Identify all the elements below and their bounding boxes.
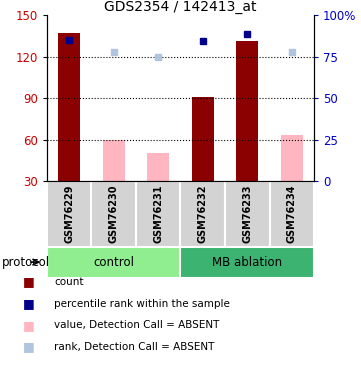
Bar [47,247,180,278]
Bar [147,153,169,181]
Text: GSM76231: GSM76231 [153,185,163,243]
Text: ■: ■ [23,297,35,310]
Bar [270,181,314,247]
Text: ■: ■ [23,340,35,354]
Text: value, Detection Call = ABSENT: value, Detection Call = ABSENT [54,320,219,330]
Text: GSM76233: GSM76233 [242,185,252,243]
Title: GDS2354 / 142413_at: GDS2354 / 142413_at [104,0,257,14]
Bar [47,181,91,247]
Bar [180,247,314,278]
Text: GSM76229: GSM76229 [64,185,74,243]
Text: MB ablation: MB ablation [212,256,282,268]
Text: count: count [54,277,84,287]
Bar [180,181,225,247]
Bar [280,135,303,181]
Bar [236,41,258,181]
Text: GSM76232: GSM76232 [198,185,208,243]
Bar [103,140,125,181]
Text: GSM76230: GSM76230 [109,185,119,243]
Bar [192,97,214,181]
Text: GSM76234: GSM76234 [287,185,297,243]
Bar [225,181,270,247]
Text: rank, Detection Call = ABSENT: rank, Detection Call = ABSENT [54,342,214,352]
Bar [58,33,80,181]
Text: protocol: protocol [2,256,50,268]
Text: ■: ■ [23,276,35,288]
Text: control: control [93,256,134,268]
Bar [136,181,180,247]
Text: ■: ■ [23,319,35,332]
Text: percentile rank within the sample: percentile rank within the sample [54,298,230,309]
Bar [91,181,136,247]
